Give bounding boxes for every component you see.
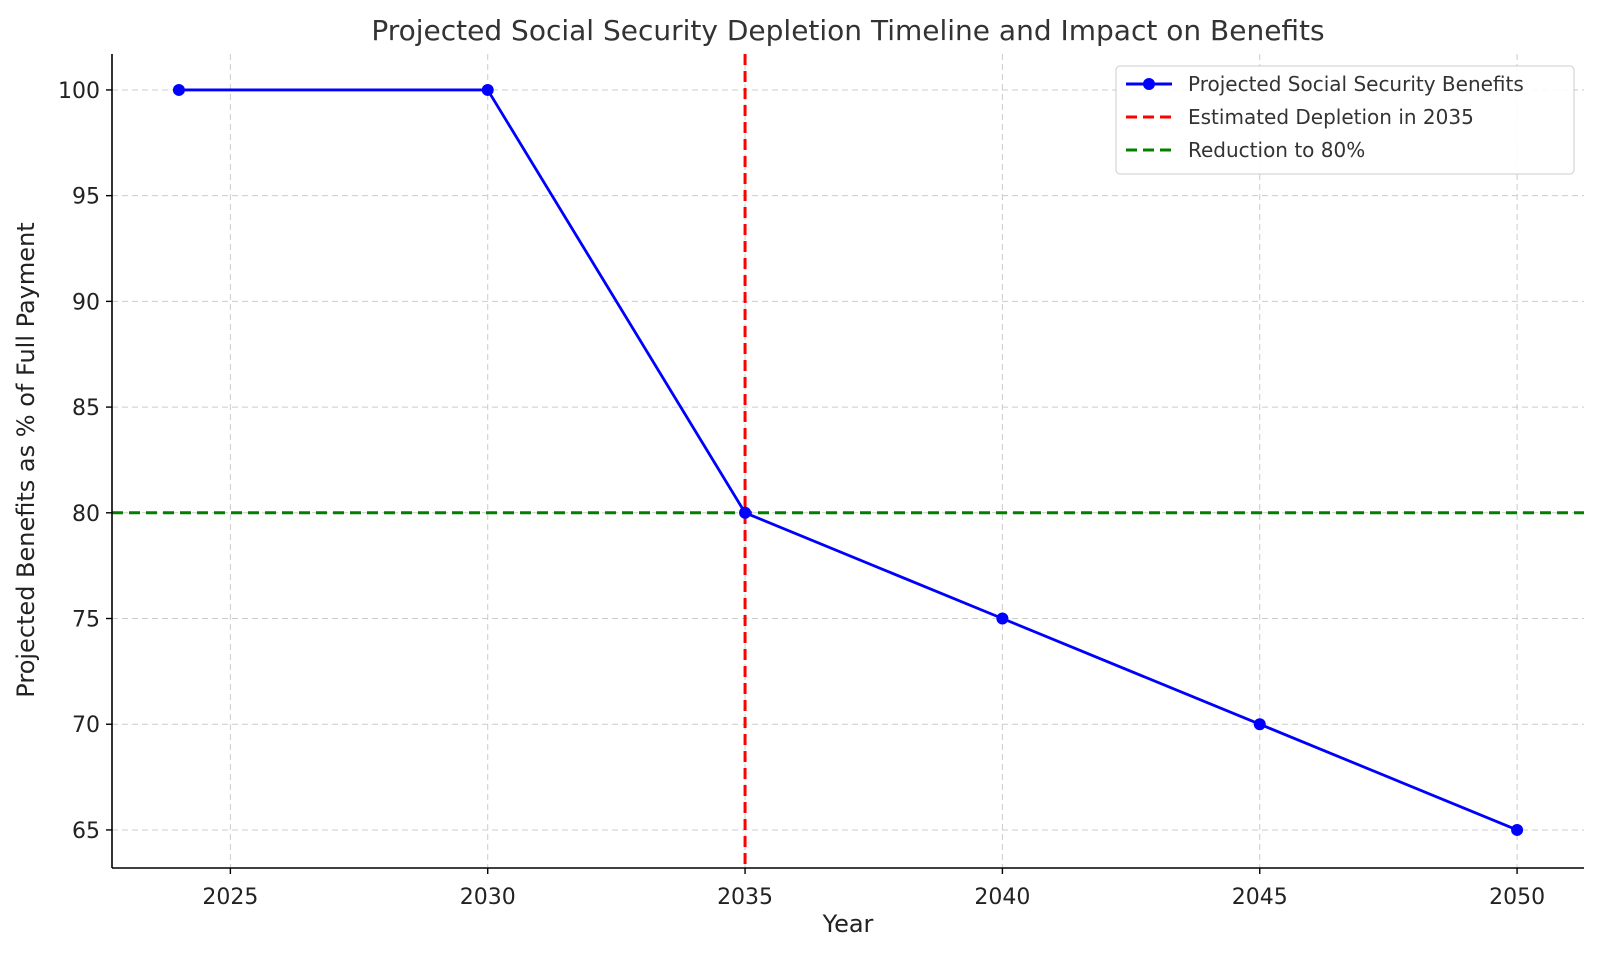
x-axis-label: Year xyxy=(822,910,874,938)
y-tick-label: 80 xyxy=(72,502,100,527)
x-tick-label: 2030 xyxy=(460,885,516,910)
data-point xyxy=(481,83,494,96)
data-point xyxy=(996,612,1009,625)
legend-benefits-marker xyxy=(1143,78,1155,90)
data-point xyxy=(1253,718,1266,731)
benefits-series-line xyxy=(178,88,1518,832)
data-point xyxy=(739,506,752,519)
y-tick-label: 90 xyxy=(72,290,100,315)
legend-benefits-label: Projected Social Security Benefits xyxy=(1188,72,1524,96)
data-point xyxy=(1511,823,1524,836)
y-tick-label: 65 xyxy=(72,819,100,844)
x-tick-label: 2040 xyxy=(974,885,1030,910)
legend-depletion-label: Estimated Depletion in 2035 xyxy=(1188,105,1474,129)
axes xyxy=(106,54,1584,874)
reference-lines xyxy=(112,54,1584,868)
tick-labels: 2025 2030 2035 2040 2045 2050 65 70 75 80 85 90 95 10… xyxy=(58,79,1545,910)
series-layer xyxy=(172,83,1524,836)
y-axis-label: Projected Benefits as % of Full Payment xyxy=(12,222,40,697)
legend-box xyxy=(1115,65,1575,175)
x-tick-label: 2050 xyxy=(1489,885,1545,910)
y-tick-label: 70 xyxy=(72,713,100,738)
x-tick-label: 2035 xyxy=(717,885,773,910)
y-tick-label: 85 xyxy=(72,396,100,421)
chart-title: Projected Social Security Depletion Time… xyxy=(371,14,1324,47)
legend-reduction-label: Reduction to 80% xyxy=(1188,138,1365,162)
legend: Projected Social Security Benefits Estima… xyxy=(1115,65,1575,175)
y-tick-label: 75 xyxy=(72,608,100,633)
x-tick-label: 2045 xyxy=(1232,885,1288,910)
y-tick-label: 95 xyxy=(72,185,100,210)
data-point xyxy=(172,83,185,96)
y-tick-label: 100 xyxy=(58,79,100,104)
x-tick-label: 2025 xyxy=(202,885,258,910)
